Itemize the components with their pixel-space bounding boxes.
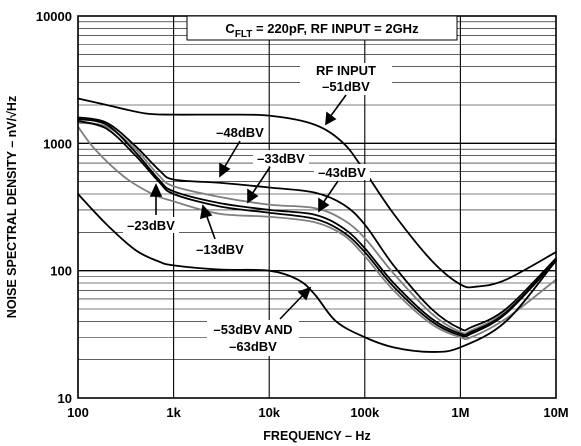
arrowhead-48dbv: [219, 162, 231, 178]
arrow-13dbv: [205, 213, 216, 240]
series-line-3: [77, 118, 557, 336]
arrow-48dbv: [223, 140, 241, 169]
annotation-48dbv-label: –48dBV: [216, 125, 264, 140]
arrowhead-43dbv: [318, 197, 330, 213]
x-tick-label-4: 1M: [451, 405, 469, 420]
arrow-43dbv: [322, 180, 339, 204]
annotation-13dbv-bg: [192, 241, 248, 257]
grid: [77, 16, 556, 398]
series-line-1: [77, 116, 557, 332]
annotation-53-63dbv-line2: –63dBV: [229, 339, 277, 354]
annotation-43dbv-label: –43dBV: [318, 165, 366, 180]
arrowhead-rf-input: [325, 111, 337, 126]
arrowhead-53-63dbv: [297, 286, 312, 301]
annotation-48dbv-bg: [212, 124, 268, 140]
annotation-33dbv-bg: [253, 150, 309, 166]
arrow-rf-input: [329, 94, 347, 118]
x-axis-title: FREQUENCY – Hz: [263, 429, 370, 443]
series-line-0: [77, 97, 557, 289]
x-tick-label-1: 1k: [166, 405, 181, 420]
arrowhead-13dbv: [199, 204, 213, 220]
annotation-43dbv-bg: [314, 164, 370, 180]
annotation-53-63dbv-bg: [207, 320, 299, 356]
y-tick-label-1: 100: [50, 264, 72, 279]
annotation-13dbv: –13dBV: [192, 241, 248, 257]
annotation-23dbv-bg: [123, 217, 179, 233]
arrow-33dbv: [251, 166, 271, 195]
annotation-53-63dbv: –53dBV AND –63dBV: [207, 320, 299, 356]
annotation-23dbv-label: –23dBV: [127, 218, 175, 233]
y-axis-title: NOISE SPECTRAL DENSITY – nV/√Hz: [5, 96, 19, 318]
series-line-2: [77, 121, 557, 335]
annotation-arrows: [149, 94, 347, 320]
annotation-rf-input-line2: –51dBV: [322, 79, 370, 94]
chart-title: CFLT = 220pF, RF INPUT = 2GHz: [225, 21, 419, 40]
annotation-rf-input: RF INPUT –51dBV: [300, 63, 392, 95]
y-tick-label-0: 10: [58, 391, 72, 406]
series-layer: [77, 97, 557, 353]
title-box: [186, 15, 458, 41]
annotation-33dbv: –33dBV: [253, 150, 309, 166]
annotation-rf-input-bg: [300, 63, 392, 95]
annotation-13dbv-label: –13dBV: [196, 242, 244, 257]
series-line-5: [77, 125, 557, 341]
arrow-53-63dbv: [279, 293, 305, 320]
annotation-33dbv-label: –33dBV: [257, 151, 305, 166]
x-tick-label-3: 100k: [350, 405, 380, 420]
x-tick-label-0: 100: [67, 405, 89, 420]
annotation-23dbv: –23dBV: [123, 217, 179, 233]
annotation-rf-input-line1: RF INPUT: [316, 63, 376, 78]
annotation-43dbv: –43dBV: [314, 164, 370, 180]
x-tick-label-5: 10M: [543, 405, 568, 420]
y-tick-label-3: 10000: [36, 9, 72, 24]
x-tick-labels: 100 1k 10k 100k 1M 10M: [67, 405, 569, 420]
arrowhead-23dbv: [149, 183, 163, 197]
x-tick-label-2: 10k: [258, 405, 280, 420]
series-line-4: [77, 120, 557, 338]
arrowhead-33dbv: [247, 188, 259, 204]
y-tick-labels: 10 100 1000 10000: [36, 9, 72, 406]
annotation-53-63dbv-line1: –53dBV AND: [214, 322, 293, 337]
series-line-6: [77, 193, 557, 353]
annotation-48dbv: –48dBV: [212, 124, 268, 140]
y-tick-label-2: 1000: [43, 136, 72, 151]
